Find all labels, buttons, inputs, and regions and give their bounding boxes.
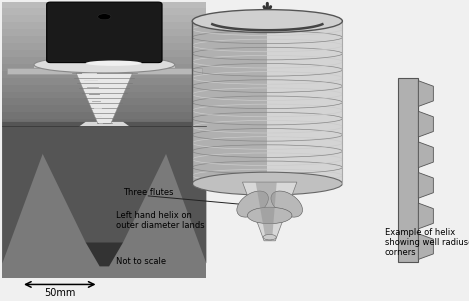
Polygon shape <box>242 182 297 241</box>
Polygon shape <box>2 2 206 8</box>
Polygon shape <box>2 57 206 64</box>
Ellipse shape <box>263 234 276 240</box>
Ellipse shape <box>34 57 174 73</box>
Polygon shape <box>2 119 206 126</box>
Polygon shape <box>267 21 342 184</box>
Polygon shape <box>29 126 179 242</box>
Polygon shape <box>2 122 85 263</box>
Polygon shape <box>418 81 433 107</box>
Polygon shape <box>2 78 206 85</box>
Polygon shape <box>398 78 418 262</box>
Polygon shape <box>2 126 206 278</box>
Ellipse shape <box>247 207 292 224</box>
Ellipse shape <box>271 191 303 217</box>
Text: Three flutes: Three flutes <box>123 188 174 197</box>
Text: 50mm: 50mm <box>44 288 76 298</box>
Polygon shape <box>418 142 433 168</box>
Polygon shape <box>418 172 433 198</box>
Polygon shape <box>2 112 206 119</box>
Polygon shape <box>2 36 206 43</box>
Polygon shape <box>2 2 206 278</box>
Polygon shape <box>256 182 277 241</box>
Polygon shape <box>2 22 206 29</box>
Text: Example of helix
showing well radiused
corners: Example of helix showing well radiused c… <box>385 228 469 257</box>
Polygon shape <box>2 92 206 98</box>
Polygon shape <box>418 203 433 229</box>
Polygon shape <box>43 122 166 152</box>
Polygon shape <box>418 234 433 259</box>
Polygon shape <box>418 111 433 137</box>
Polygon shape <box>2 43 206 50</box>
Polygon shape <box>123 122 206 263</box>
Polygon shape <box>76 73 132 123</box>
Polygon shape <box>2 71 206 78</box>
Ellipse shape <box>192 10 342 33</box>
Polygon shape <box>2 133 206 140</box>
Polygon shape <box>7 68 202 74</box>
Polygon shape <box>2 105 206 112</box>
Polygon shape <box>2 50 206 57</box>
Text: Left hand helix on
outer diameter lands: Left hand helix on outer diameter lands <box>116 211 205 230</box>
Text: Not to scale: Not to scale <box>116 257 166 266</box>
Ellipse shape <box>237 191 268 217</box>
Polygon shape <box>2 8 206 15</box>
Ellipse shape <box>98 14 111 20</box>
Polygon shape <box>85 242 123 266</box>
Ellipse shape <box>192 172 342 195</box>
Ellipse shape <box>85 61 142 66</box>
FancyBboxPatch shape <box>46 2 162 63</box>
Polygon shape <box>2 98 206 105</box>
Polygon shape <box>192 21 267 184</box>
Polygon shape <box>2 85 206 92</box>
Polygon shape <box>2 126 206 133</box>
Polygon shape <box>2 64 206 71</box>
Polygon shape <box>34 65 174 68</box>
Polygon shape <box>2 29 206 36</box>
Polygon shape <box>2 15 206 22</box>
